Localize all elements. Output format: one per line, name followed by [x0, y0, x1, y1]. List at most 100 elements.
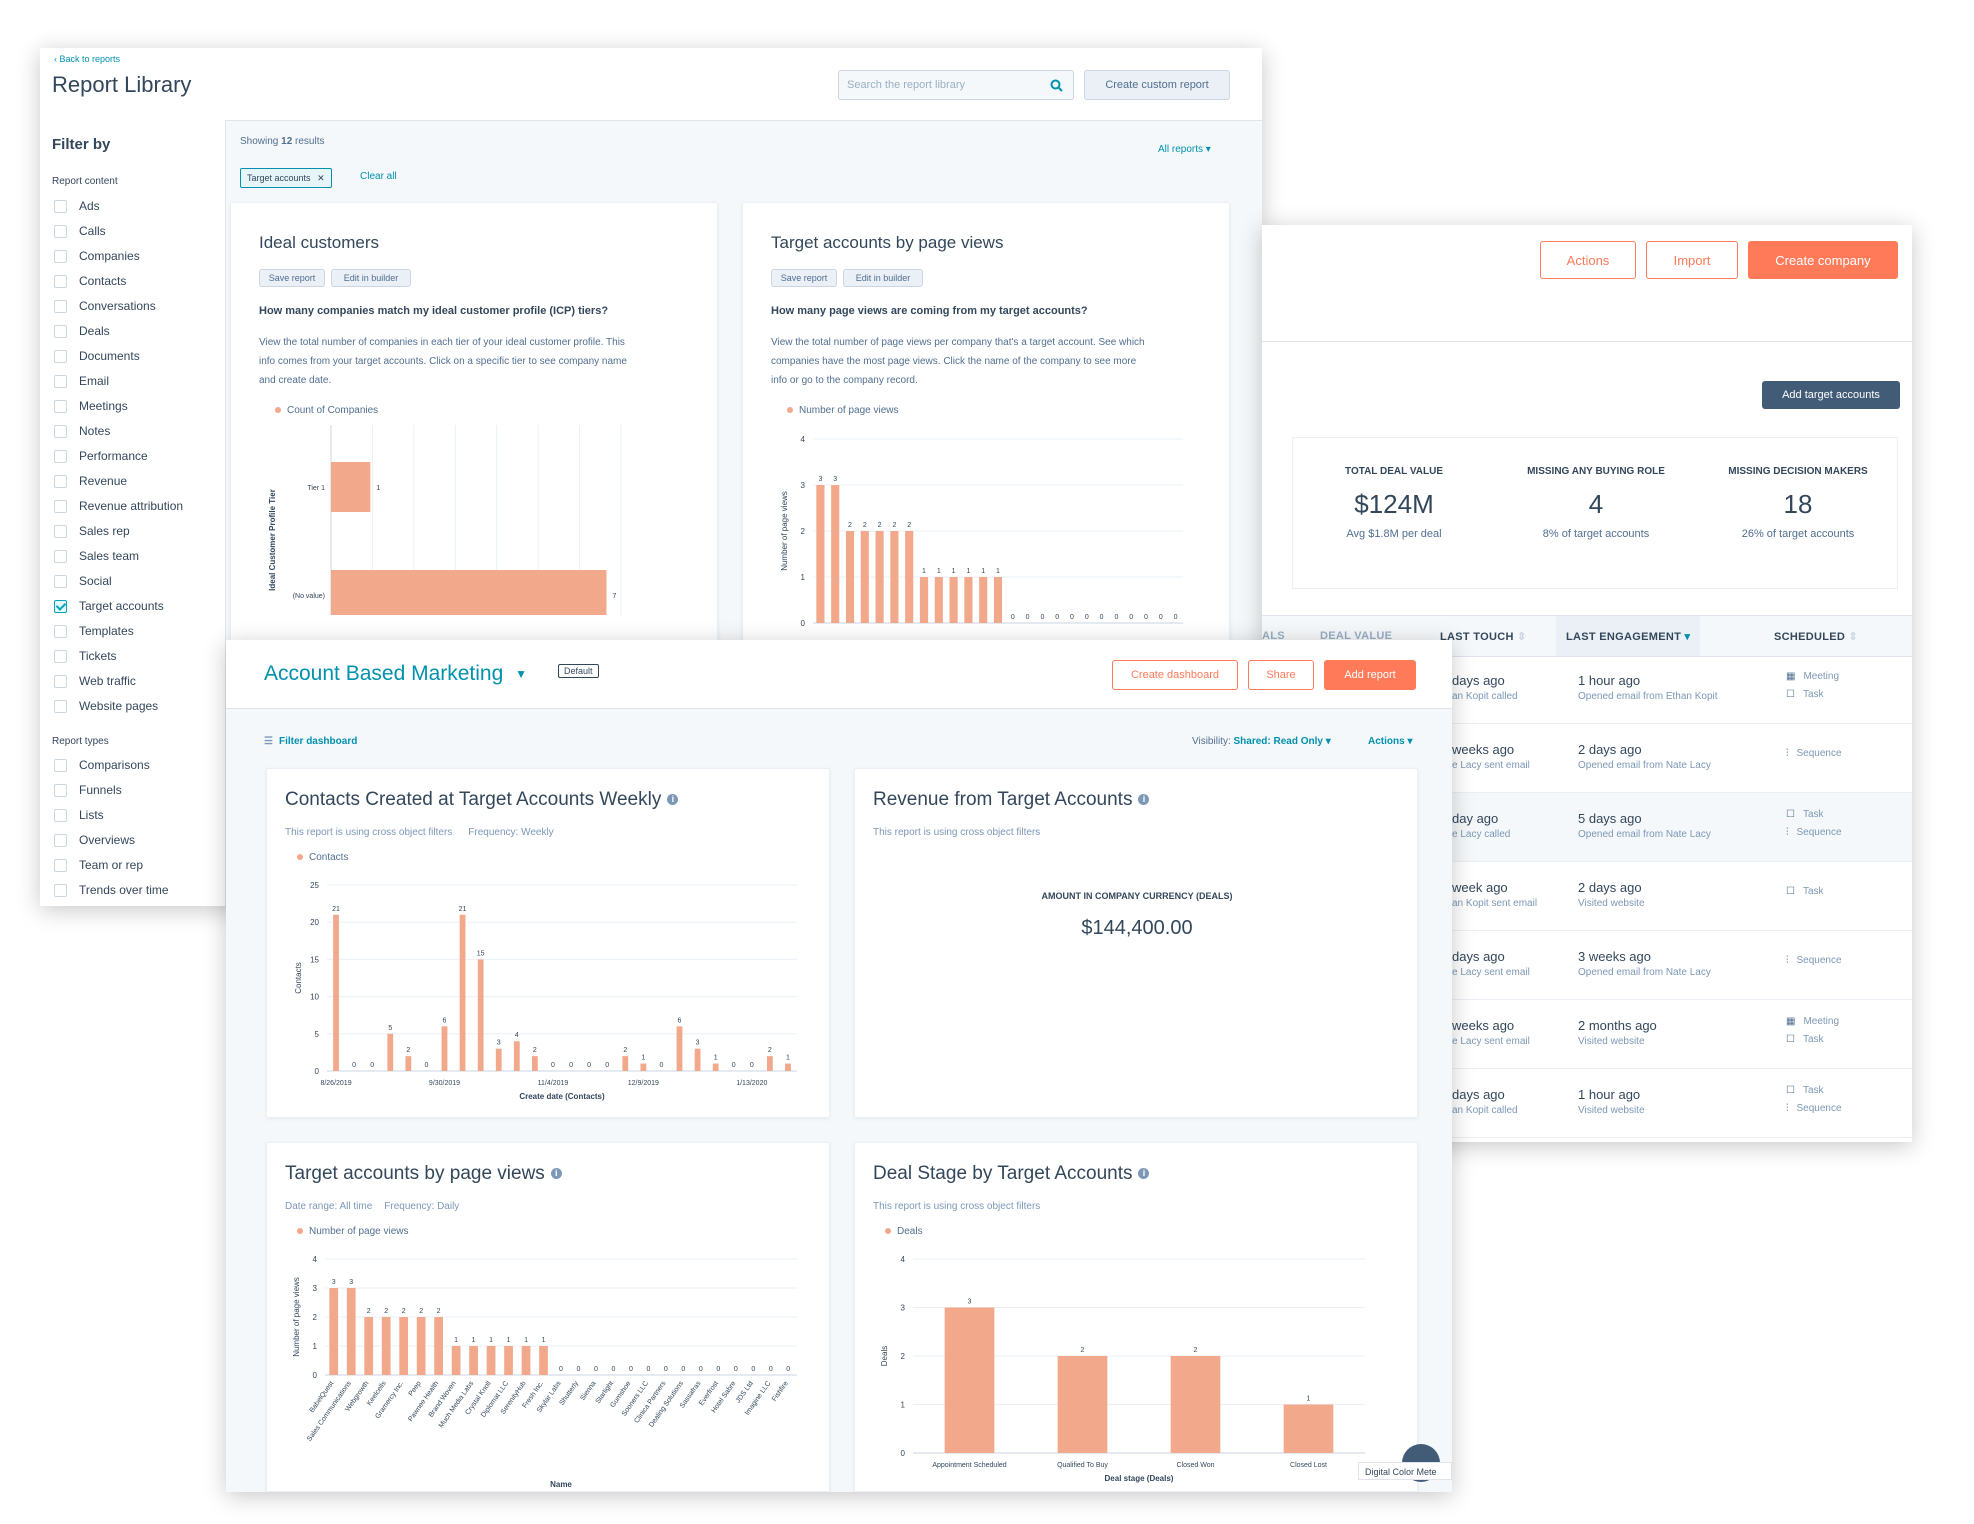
filter-option[interactable]: Target accounts: [54, 594, 183, 619]
bar[interactable]: [539, 1346, 548, 1375]
checkbox[interactable]: [54, 300, 67, 314]
add-report-button[interactable]: Add report: [1324, 660, 1416, 690]
bar[interactable]: [694, 1048, 701, 1071]
bar[interactable]: [331, 570, 607, 615]
filter-option[interactable]: Sales team: [54, 544, 183, 569]
filter-option[interactable]: Documents: [54, 344, 183, 369]
checkbox[interactable]: [54, 784, 67, 798]
checkbox[interactable]: [54, 700, 67, 714]
checkbox[interactable]: [54, 200, 67, 214]
table-row[interactable]: week ago an Kopit sent email 2 days ago Vis…: [1262, 862, 1912, 931]
back-to-reports-link[interactable]: ‹ Back to reports: [54, 54, 121, 64]
bar[interactable]: [329, 1288, 339, 1375]
all-reports-dropdown[interactable]: All reports ▾: [1158, 144, 1211, 155]
column-header-last-touch[interactable]: LAST TOUCH ⇕: [1440, 631, 1527, 643]
scheduled-item[interactable]: ☐ Task: [1786, 1034, 1839, 1052]
bar[interactable]: [949, 577, 958, 623]
create-custom-report-button[interactable]: Create custom report: [1084, 70, 1230, 100]
checkbox[interactable]: [54, 675, 67, 689]
bar[interactable]: [1057, 1356, 1108, 1453]
filter-option[interactable]: Notes: [54, 419, 183, 444]
checkbox[interactable]: [54, 400, 67, 414]
bar[interactable]: [875, 531, 884, 623]
add-target-accounts-button[interactable]: Add target accounts: [1762, 381, 1900, 409]
bar[interactable]: [441, 1026, 448, 1071]
checkbox[interactable]: [54, 859, 67, 873]
filter-option[interactable]: Sales rep: [54, 519, 183, 544]
bar[interactable]: [712, 1063, 719, 1071]
scheduled-item[interactable]: ⫶ Sequence: [1786, 748, 1842, 766]
checkbox[interactable]: [54, 425, 67, 439]
bar[interactable]: [521, 1346, 531, 1375]
info-icon[interactable]: i: [550, 1168, 562, 1180]
filter-option[interactable]: Companies: [54, 244, 183, 269]
bar[interactable]: [1283, 1404, 1334, 1454]
checkbox[interactable]: [54, 525, 67, 539]
filter-option[interactable]: Contacts: [54, 269, 183, 294]
dashboard-title-dropdown[interactable]: Account Based Marketing ▼: [264, 662, 528, 685]
bar[interactable]: [451, 1346, 461, 1375]
filter-option[interactable]: Comparisons: [54, 753, 169, 778]
info-icon[interactable]: i: [667, 794, 679, 806]
bar[interactable]: [364, 1317, 374, 1375]
checkbox[interactable]: [54, 759, 67, 773]
bar[interactable]: [416, 1317, 426, 1375]
bar[interactable]: [979, 577, 988, 623]
info-icon[interactable]: i: [1138, 1168, 1150, 1180]
checkbox[interactable]: [54, 375, 67, 389]
bar[interactable]: [495, 1048, 502, 1071]
column-header-scheduled[interactable]: SCHEDULED ⇕: [1774, 631, 1859, 643]
filter-option[interactable]: Trends over time: [54, 878, 169, 903]
checkbox[interactable]: [54, 500, 67, 514]
column-header-als[interactable]: ALS: [1262, 630, 1285, 642]
scheduled-item[interactable]: ▦ Meeting: [1786, 1016, 1839, 1034]
bar[interactable]: [459, 914, 466, 1071]
create-company-button[interactable]: Create company: [1748, 241, 1898, 279]
filter-option[interactable]: Email: [54, 369, 183, 394]
scheduled-item[interactable]: ⫶ Sequence: [1786, 955, 1842, 973]
filter-option[interactable]: Overviews: [54, 828, 169, 853]
filter-option[interactable]: Lists: [54, 803, 169, 828]
bar[interactable]: [477, 959, 484, 1071]
bar[interactable]: [405, 1056, 412, 1071]
filter-chip[interactable]: Target accounts ✕: [240, 168, 332, 188]
filter-option[interactable]: Website pages: [54, 694, 183, 719]
remove-chip-icon[interactable]: ✕: [317, 173, 325, 183]
bar[interactable]: [486, 1346, 496, 1375]
column-header-deal-value[interactable]: DEAL VALUE: [1320, 630, 1393, 642]
bar[interactable]: [434, 1317, 443, 1375]
bar[interactable]: [640, 1063, 647, 1071]
table-row[interactable]: days ago an Kopit called 1 hour ago Visited…: [1262, 1069, 1912, 1138]
deal-stage-card[interactable]: Deal Stage by Target Accounts i This repo…: [854, 1142, 1418, 1492]
checkbox[interactable]: [54, 650, 67, 664]
bar[interactable]: [944, 1307, 995, 1454]
filter-option[interactable]: Social: [54, 569, 183, 594]
filter-option[interactable]: Team or rep: [54, 853, 169, 878]
bar[interactable]: [387, 1033, 394, 1071]
bar[interactable]: [513, 1041, 520, 1071]
dashboard-actions-dropdown[interactable]: Actions ▾: [1368, 736, 1413, 747]
bar[interactable]: [399, 1317, 409, 1375]
filter-option[interactable]: Templates: [54, 619, 183, 644]
search-input[interactable]: Search the report library: [838, 70, 1074, 100]
bar[interactable]: [469, 1346, 478, 1375]
bar[interactable]: [919, 577, 929, 623]
contacts-weekly-card[interactable]: Contacts Created at Target Accounts Week…: [266, 768, 830, 1118]
save-report-button[interactable]: Save report: [771, 269, 837, 287]
filter-dashboard-link[interactable]: ☰ Filter dashboard: [264, 736, 358, 747]
checkbox[interactable]: [54, 250, 67, 264]
revenue-card[interactable]: Revenue from Target Accounts i This repor…: [854, 768, 1418, 1118]
bar[interactable]: [785, 1063, 791, 1071]
bar[interactable]: [381, 1317, 391, 1375]
scheduled-item[interactable]: ☐ Task: [1786, 689, 1839, 707]
import-button[interactable]: Import: [1646, 241, 1738, 279]
filter-option[interactable]: Funnels: [54, 778, 169, 803]
scheduled-item[interactable]: ☐ Task: [1786, 1085, 1842, 1103]
bar[interactable]: [766, 1056, 773, 1071]
bar[interactable]: [504, 1346, 513, 1375]
filter-option[interactable]: Web traffic: [54, 669, 183, 694]
bar[interactable]: [622, 1056, 629, 1071]
bar[interactable]: [816, 485, 825, 623]
bar[interactable]: [890, 531, 899, 623]
edit-in-builder-button[interactable]: Edit in builder: [843, 269, 923, 287]
